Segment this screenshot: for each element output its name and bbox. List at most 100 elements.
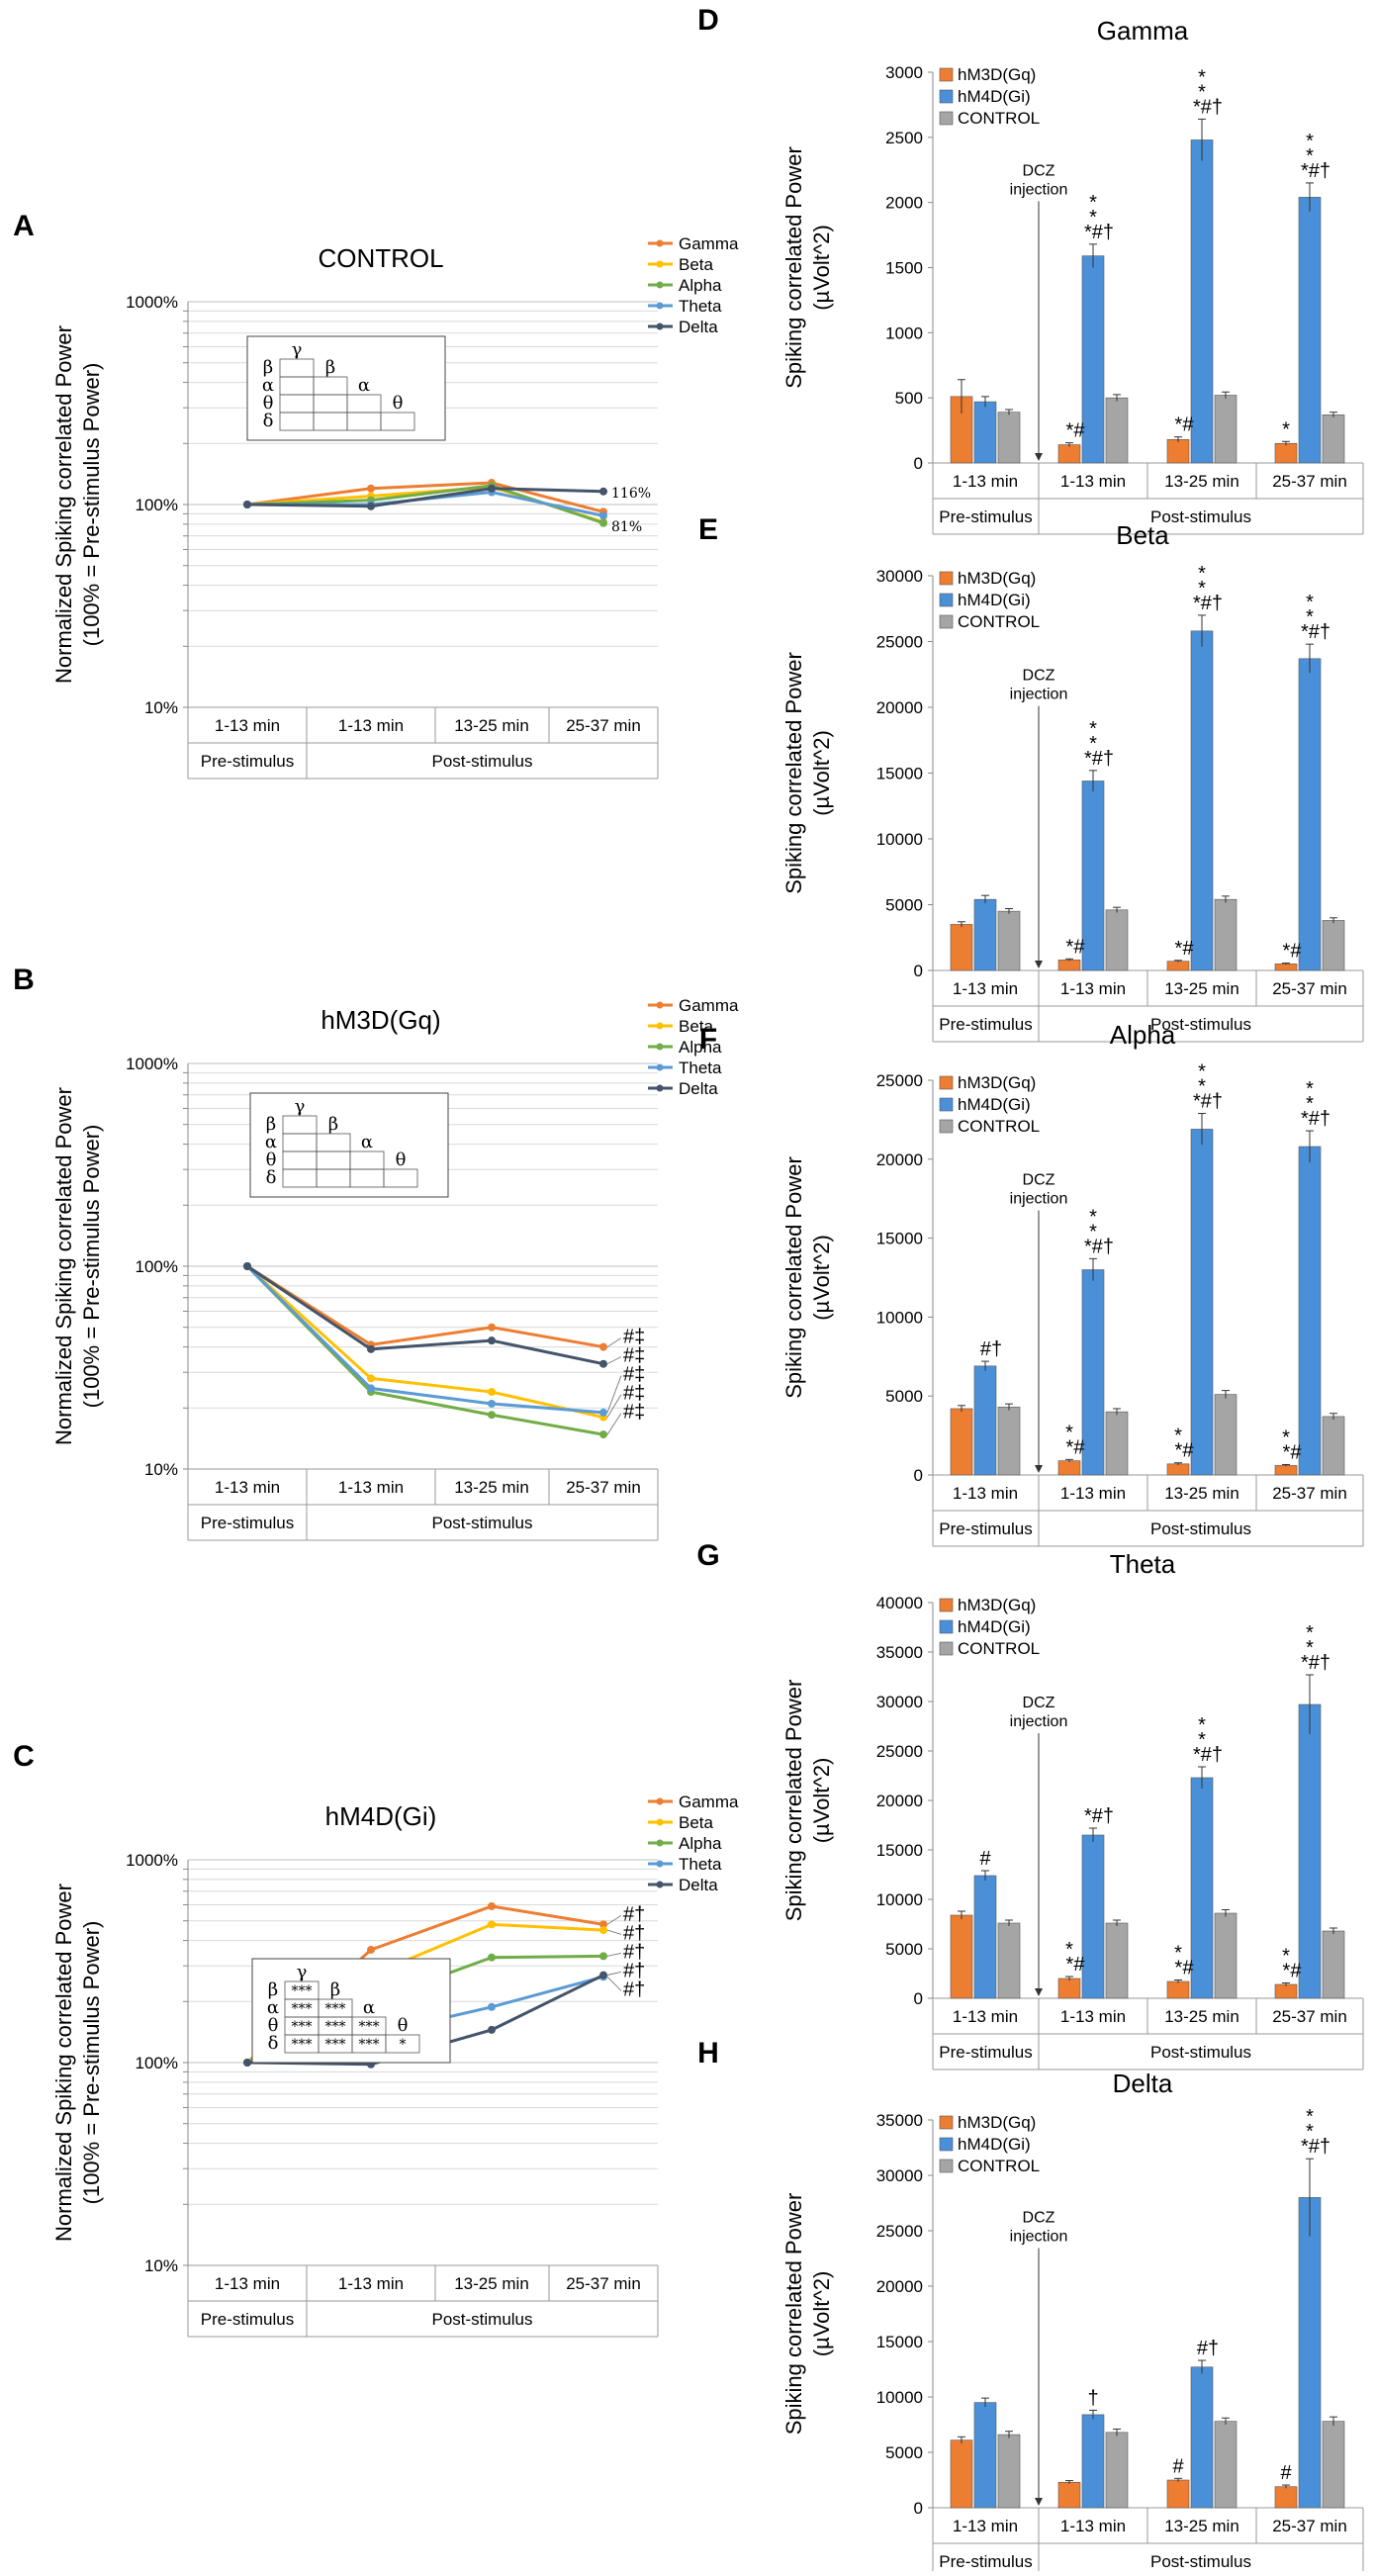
bar-hm3dgq <box>1057 960 1081 971</box>
point-gamma <box>367 1945 375 1954</box>
significance-mark: * <box>1174 1426 1182 1447</box>
legend-swatch <box>939 67 954 82</box>
legend-marker <box>656 1043 664 1051</box>
bar-hm4dgi <box>1081 1834 1105 1999</box>
significance-mark: *# <box>1066 1436 1086 1458</box>
y-axis-label-line1: Normalized Spiking correlated Power <box>51 1884 76 2242</box>
bar-control <box>1322 414 1345 464</box>
legend-label: hM4D(Gi) <box>958 2135 1031 2154</box>
significance-mark: * <box>1065 1422 1073 1443</box>
table-cell-value: *** <box>292 1983 313 1999</box>
significance-mark: *#† <box>1193 96 1223 118</box>
point-alpha <box>599 1952 607 1961</box>
table-row-label: β <box>266 1114 276 1135</box>
bar-control <box>997 412 1021 464</box>
significance-mark: * <box>1306 1078 1314 1100</box>
y-tick-label: 500 <box>895 389 923 408</box>
table-cell <box>380 412 415 431</box>
point-gamma <box>599 1920 607 1929</box>
significance-mark: † <box>1087 2387 1098 2409</box>
category-label: 1-13 min <box>215 2274 280 2293</box>
legend-label: Gamma <box>679 1793 739 1811</box>
bar-hm3dgq <box>1274 1983 1298 1999</box>
table-diag-label: β <box>328 1114 338 1135</box>
bar-control <box>1105 909 1129 971</box>
end-label: #† <box>623 1960 645 1981</box>
y-tick-label: 5000 <box>885 1387 923 1406</box>
panel-letter: E <box>698 513 718 546</box>
significance-mark: *#† <box>1301 160 1330 182</box>
legend-label: Theta <box>679 1855 722 1874</box>
y-axis-label-line1: Spiking correlated Power <box>781 2193 806 2436</box>
bar-hm4dgi <box>1298 2197 1322 2509</box>
legend-swatch <box>939 1641 954 1656</box>
significance-mark: *# <box>1175 414 1195 436</box>
legend-marker <box>656 281 664 289</box>
y-tick-label: 0 <box>914 454 923 473</box>
legend-marker <box>656 1881 664 1888</box>
category-label: 25-37 min <box>1272 2007 1347 2026</box>
point-theta <box>599 1408 607 1417</box>
point-theta <box>488 1399 496 1408</box>
table-row-label: β <box>263 357 273 378</box>
dcz-arrow-head <box>1035 2498 1043 2506</box>
end-label-leader <box>606 1356 622 1365</box>
bar-hm3dgq <box>1274 1465 1298 1476</box>
y-tick-label: 15000 <box>876 1841 923 1860</box>
table-header: γ <box>292 339 303 360</box>
dcz-arrow-head <box>1035 961 1043 968</box>
legend-swatch <box>939 1119 954 1134</box>
point-gamma <box>488 1901 496 1910</box>
significance-mark: * <box>1306 592 1314 613</box>
end-label-leader <box>606 1971 622 1976</box>
series-line-beta <box>245 1264 604 1420</box>
legend-label: hM4D(Gi) <box>958 87 1031 106</box>
category-label: 13-25 min <box>1164 2517 1239 2535</box>
bar-hm4dgi <box>1298 197 1322 464</box>
y-tick-label: 100% <box>136 1257 178 1276</box>
bar-control <box>1105 1411 1129 1476</box>
bar-hm3dgq <box>1274 2486 1298 2509</box>
bar-hm4dgi <box>973 898 997 971</box>
significance-mark: *#† <box>1193 593 1223 614</box>
y-tick-label: 100% <box>136 496 178 514</box>
category-label: 1-13 min <box>953 979 1018 998</box>
legend-label: CONTROL <box>958 109 1040 128</box>
bar-hm3dgq <box>1274 964 1298 971</box>
y-tick-label: 30000 <box>876 1693 923 1711</box>
y-tick-label: 40000 <box>876 1594 923 1612</box>
legend-label: hM3D(Gq) <box>958 1596 1036 1614</box>
group-label-pre: Pre-stimulus <box>201 2310 294 2329</box>
bar-chart-G: G Theta Spiking correlated Power (µVolt^2) 0… <box>696 1539 1364 2070</box>
significance-mark: * <box>1089 192 1097 214</box>
bar-hm4dgi <box>973 2402 997 2509</box>
category-label: 13-25 min <box>1164 1484 1239 1503</box>
point-theta <box>599 511 607 520</box>
legend-label: hM4D(Gi) <box>958 1617 1031 1636</box>
bar-control <box>1214 395 1238 464</box>
table-row-label: α <box>262 375 274 396</box>
bar-hm3dgq <box>1166 438 1190 464</box>
y-axis-label-line2: (µVolt^2) <box>809 730 834 816</box>
category-label: 1-13 min <box>215 1478 280 1497</box>
panel-letter: A <box>13 210 35 242</box>
category-label: 1-13 min <box>1060 2517 1126 2535</box>
end-label-leader <box>606 1413 622 1435</box>
significance-mark: *#† <box>1084 1236 1114 1257</box>
bar-hm3dgq <box>1057 444 1081 464</box>
significance-mark: * <box>1282 418 1290 440</box>
group-label-pre: Pre-stimulus <box>201 1514 294 1532</box>
bar-chart-F: F Alpha Spiking correlated Power (µVolt^2) 0… <box>699 1020 1364 1547</box>
y-tick-label: 0 <box>914 1989 923 2008</box>
dcz-label: DCZ <box>1023 162 1055 179</box>
significance-mark: *# <box>1175 938 1195 960</box>
y-axis-label: Normalized Spiking correlated Power (100%… <box>51 1884 104 2242</box>
y-tick-label: 20000 <box>876 1792 923 1810</box>
category-label: 1-13 min <box>953 2517 1018 2535</box>
series-line-gamma <box>246 1264 604 1349</box>
table-row-label: β <box>268 1979 278 2000</box>
dcz-label: injection <box>1010 2228 1068 2245</box>
